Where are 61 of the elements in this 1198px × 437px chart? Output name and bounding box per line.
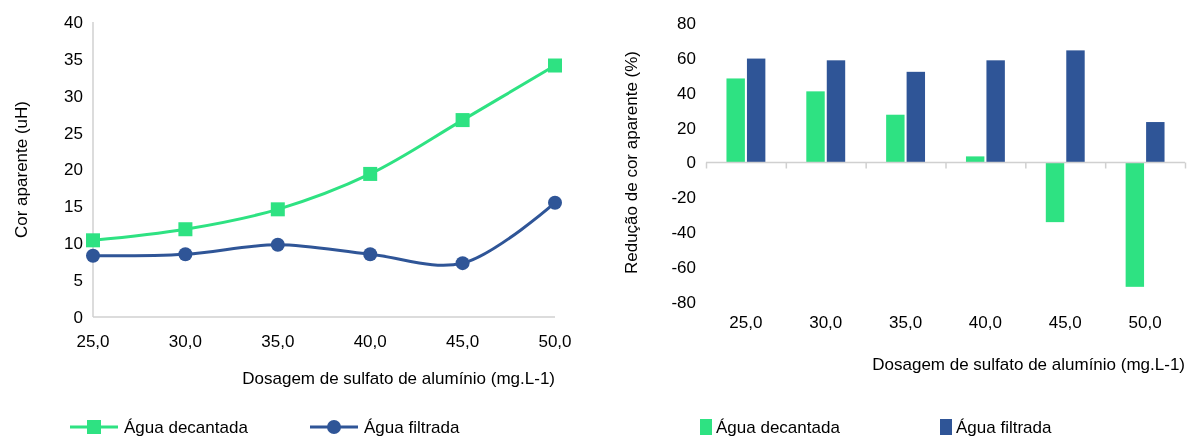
y-axis-title: Cor aparente (uH) — [12, 100, 31, 239]
y-tick-label: 5 — [73, 271, 83, 291]
y-tick-label: 60 — [677, 48, 696, 68]
point — [455, 256, 470, 271]
x-axis-title: Dosagem de sulfato de alumínio (mg.L-1) — [242, 369, 555, 388]
legend-label: Água decantada — [716, 417, 841, 437]
bar — [1125, 162, 1145, 287]
y-tick-label: 35 — [64, 49, 83, 69]
bar — [726, 78, 745, 163]
legend-label: Água filtrada — [364, 417, 460, 437]
x-tick-label: 35,0 — [889, 313, 923, 332]
bar — [986, 60, 1005, 163]
y-tick-label: 30 — [64, 86, 83, 106]
y-tick-label: 15 — [64, 197, 83, 217]
point — [548, 58, 562, 73]
bar — [1045, 162, 1065, 223]
x-tick-label: 30,0 — [168, 332, 202, 351]
y-tick-label: 0 — [686, 153, 696, 173]
y-axis-title: Redução de cor aparente (%) — [622, 50, 641, 275]
y-tick-label: 25 — [64, 123, 83, 143]
point — [363, 247, 378, 262]
x-tick-label: 40,0 — [968, 313, 1002, 332]
y-tick-label: -80 — [671, 292, 696, 312]
x-tick-label: 50,0 — [1128, 313, 1162, 332]
y-tick-label: -20 — [671, 188, 696, 208]
x-tick-label: 35,0 — [261, 332, 295, 351]
y-tick-label: -60 — [671, 258, 696, 278]
bar — [826, 60, 846, 163]
point — [86, 233, 100, 248]
legend-label: Água filtrada — [956, 417, 1052, 437]
x-tick-label: 30,0 — [809, 313, 843, 332]
x-tick-label: 45,0 — [446, 332, 480, 351]
bar — [886, 114, 905, 163]
y-tick-label: 0 — [73, 307, 83, 327]
point — [178, 247, 193, 262]
legend-label: Água decantada — [124, 417, 249, 437]
y-tick-label: 20 — [677, 118, 696, 138]
bar — [746, 58, 766, 163]
point — [86, 248, 100, 263]
x-tick-label: 25,0 — [76, 332, 110, 351]
bar — [1146, 122, 1165, 163]
point — [363, 166, 378, 181]
y-tick-label: 20 — [64, 160, 83, 180]
x-axis-title: Dosagem de sulfato de alumínio (mg.L-1) — [872, 355, 1185, 374]
x-tick-label: 45,0 — [1048, 313, 1082, 332]
point — [270, 202, 285, 217]
y-tick-label: 40 — [677, 83, 696, 103]
y-tick-label: -40 — [671, 223, 696, 243]
x-tick-label: 40,0 — [353, 332, 387, 351]
y-tick-label: 40 — [64, 12, 83, 32]
bar — [1066, 50, 1085, 163]
bar — [906, 71, 926, 163]
y-tick-label: 80 — [677, 13, 696, 33]
x-tick-label: 25,0 — [729, 313, 763, 332]
point — [270, 237, 285, 252]
x-tick-label: 50,0 — [538, 332, 572, 351]
y-tick-label: 10 — [64, 234, 83, 254]
point — [548, 195, 562, 210]
point — [455, 113, 470, 128]
point — [178, 222, 193, 237]
bar — [806, 91, 825, 163]
